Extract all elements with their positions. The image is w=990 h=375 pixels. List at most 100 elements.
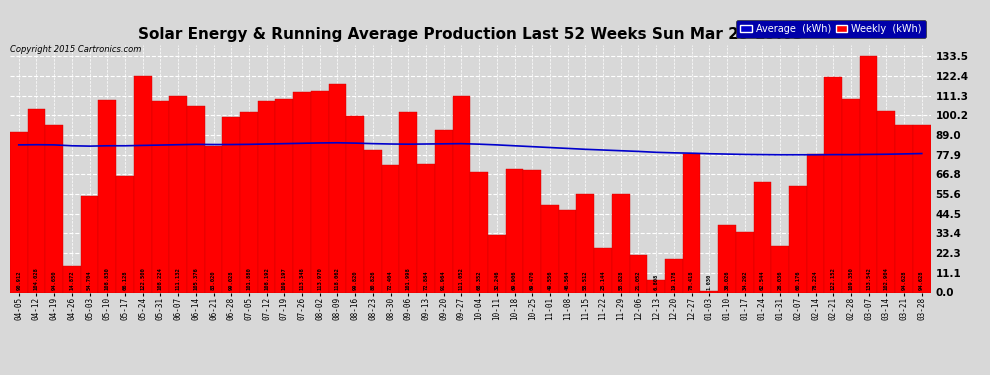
Bar — [470, 172, 488, 292]
Bar — [10, 132, 28, 292]
Text: 94.650: 94.650 — [51, 270, 56, 290]
Text: 69.470: 69.470 — [530, 270, 535, 290]
Bar — [134, 76, 151, 292]
Text: 113.970: 113.970 — [317, 267, 323, 290]
Text: 109.350: 109.350 — [848, 267, 853, 290]
Text: 80.826: 80.826 — [370, 270, 375, 290]
Text: 101.880: 101.880 — [247, 267, 251, 290]
Bar — [364, 150, 382, 292]
Bar — [842, 99, 859, 292]
Text: 90.912: 90.912 — [16, 270, 21, 290]
Text: 105.376: 105.376 — [193, 267, 198, 290]
Bar — [81, 196, 98, 292]
Bar — [223, 117, 241, 292]
Bar — [435, 130, 452, 292]
Bar — [46, 125, 63, 292]
Bar — [665, 259, 683, 292]
Bar — [187, 106, 205, 292]
Text: 55.828: 55.828 — [618, 270, 624, 290]
Bar — [524, 170, 542, 292]
Text: 46.564: 46.564 — [565, 270, 570, 290]
Bar — [576, 194, 594, 292]
Text: 14.872: 14.872 — [69, 270, 74, 290]
Legend: Average  (kWh), Weekly  (kWh): Average (kWh), Weekly (kWh) — [737, 20, 926, 38]
Bar — [859, 56, 877, 292]
Text: 111.052: 111.052 — [459, 267, 464, 290]
Bar — [257, 101, 275, 292]
Bar — [63, 266, 81, 292]
Bar — [736, 232, 753, 292]
Text: 78.418: 78.418 — [689, 270, 694, 290]
Title: Solar Energy & Running Average Production Last 52 Weeks Sun Mar 29 19:03: Solar Energy & Running Average Productio… — [138, 27, 803, 42]
Text: 19.178: 19.178 — [671, 270, 676, 290]
Bar — [630, 255, 647, 292]
Text: 113.348: 113.348 — [300, 267, 305, 290]
Bar — [205, 146, 223, 292]
Text: 49.556: 49.556 — [547, 270, 552, 290]
Bar — [612, 194, 630, 292]
Text: 68.352: 68.352 — [476, 270, 481, 290]
Bar — [718, 225, 736, 292]
Bar — [311, 91, 329, 292]
Text: 91.964: 91.964 — [442, 270, 446, 290]
Text: 94.628: 94.628 — [902, 270, 907, 290]
Bar — [895, 125, 913, 292]
Bar — [558, 210, 576, 292]
Bar — [116, 176, 134, 292]
Bar — [647, 280, 665, 292]
Text: 1.030: 1.030 — [707, 274, 712, 290]
Bar — [771, 246, 789, 292]
Text: 55.512: 55.512 — [583, 270, 588, 290]
Bar — [700, 291, 718, 292]
Text: 25.144: 25.144 — [601, 270, 606, 290]
Bar — [98, 100, 116, 292]
Text: 62.544: 62.544 — [760, 270, 765, 290]
Bar — [399, 112, 417, 292]
Text: 94.628: 94.628 — [920, 270, 925, 290]
Bar — [913, 125, 931, 292]
Text: 54.704: 54.704 — [87, 270, 92, 290]
Text: 6.808: 6.808 — [653, 274, 658, 290]
Text: 108.192: 108.192 — [264, 267, 269, 290]
Text: 104.028: 104.028 — [34, 267, 39, 290]
Text: 66.128: 66.128 — [123, 270, 128, 290]
Text: 99.820: 99.820 — [352, 270, 357, 290]
Text: 83.020: 83.020 — [211, 270, 216, 290]
Bar — [506, 169, 524, 292]
Bar — [488, 236, 506, 292]
Bar — [417, 164, 435, 292]
Text: 102.904: 102.904 — [884, 267, 889, 290]
Bar — [542, 205, 558, 292]
Text: 78.224: 78.224 — [813, 270, 818, 290]
Bar — [293, 92, 311, 292]
Bar — [807, 154, 825, 292]
Bar — [753, 182, 771, 292]
Bar — [275, 99, 293, 292]
Text: 118.062: 118.062 — [335, 267, 340, 290]
Text: 108.224: 108.224 — [157, 267, 163, 290]
Bar — [240, 112, 257, 292]
Bar — [877, 111, 895, 292]
Text: 21.052: 21.052 — [636, 270, 641, 290]
Text: Copyright 2015 Cartronics.com: Copyright 2015 Cartronics.com — [10, 45, 142, 54]
Text: 109.197: 109.197 — [282, 267, 287, 290]
Text: 26.036: 26.036 — [777, 270, 783, 290]
Text: 122.500: 122.500 — [141, 267, 146, 290]
Text: 34.292: 34.292 — [742, 270, 747, 290]
Text: 111.132: 111.132 — [175, 267, 180, 290]
Bar — [382, 165, 399, 292]
Bar — [169, 96, 187, 292]
Bar — [151, 101, 169, 292]
Bar — [825, 76, 842, 292]
Bar — [452, 96, 470, 292]
Text: 99.028: 99.028 — [229, 270, 234, 290]
Text: 108.830: 108.830 — [105, 267, 110, 290]
Text: 60.176: 60.176 — [795, 270, 800, 290]
Text: 72.884: 72.884 — [424, 270, 429, 290]
Text: 101.998: 101.998 — [406, 267, 411, 290]
Bar — [594, 248, 612, 292]
Bar — [683, 154, 700, 292]
Bar — [346, 116, 364, 292]
Text: 38.026: 38.026 — [725, 270, 730, 290]
Text: 69.906: 69.906 — [512, 270, 517, 290]
